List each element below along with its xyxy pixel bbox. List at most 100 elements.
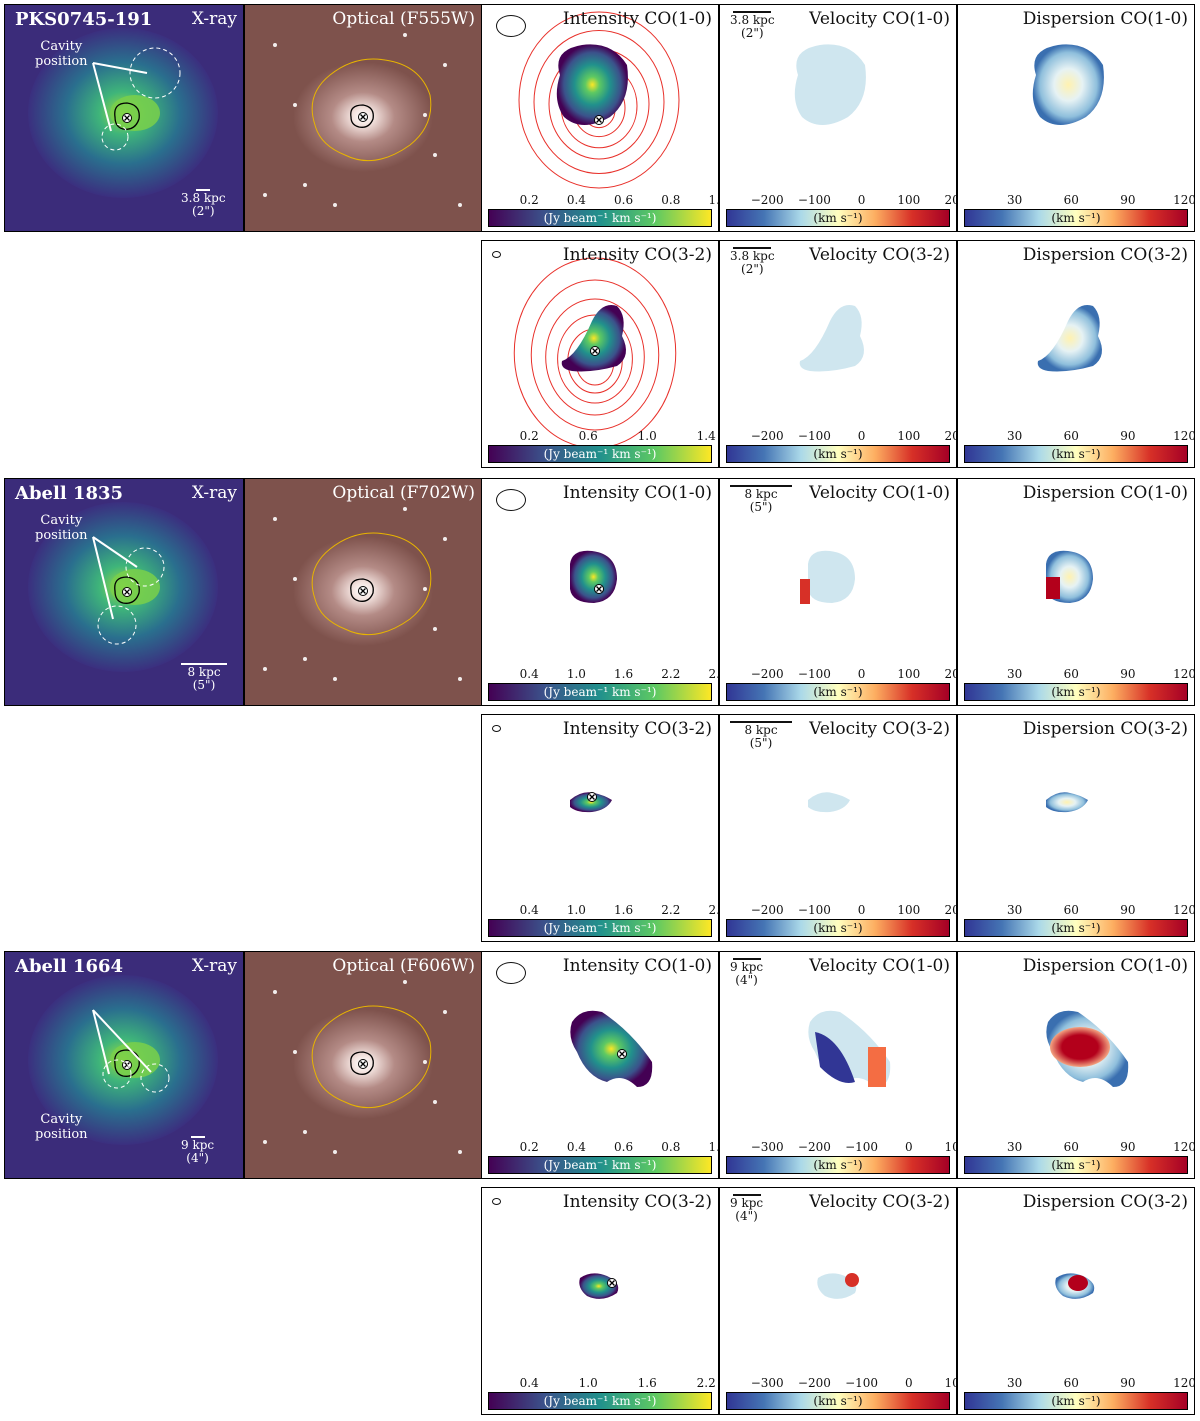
star <box>423 1060 427 1064</box>
colorbar-tick-label: 120 <box>1173 903 1195 917</box>
radio-contour <box>350 104 374 128</box>
colorbar-label: (Jy beam⁻¹ km s⁻¹) <box>543 685 657 699</box>
colorbar-label: (km s⁻¹) <box>813 211 863 225</box>
colorbar-tick-label: −200 <box>750 429 784 443</box>
star <box>458 203 462 207</box>
beam-ellipse <box>492 1198 501 1205</box>
intensity-title: Intensity CO(1-0) <box>562 956 712 976</box>
xray-overlay-contour <box>545 298 645 416</box>
colorbar-tick-label: 30 <box>1006 193 1023 207</box>
colorbar-tick-label: 90 <box>1120 193 1136 207</box>
bcg-centre-marker <box>594 584 604 594</box>
colorbar: (km s⁻¹) <box>726 1392 950 1410</box>
colorbar-tick-label: 0.4 <box>566 193 586 207</box>
colorbar-label: (km s⁻¹) <box>813 447 863 461</box>
colorbar-label: (Jy beam⁻¹ km s⁻¹) <box>543 447 657 461</box>
beam-ellipse <box>496 962 526 984</box>
velocity-panel-co10: Velocity CO(1-0) 8 kpc (5") −200 −100 0 100 20… <box>719 478 957 706</box>
star <box>293 103 297 107</box>
colorbar-tick-label: 0.6 <box>614 193 634 207</box>
dispersion-title: Dispersion CO(1-0) <box>1022 956 1188 976</box>
colorbar-tick-label: 1.0 <box>708 193 718 207</box>
colorbar-label: (km s⁻¹) <box>813 1394 863 1408</box>
object-name: Abell 1664 <box>15 956 124 977</box>
cavity-position-label: Cavity position <box>35 1112 88 1142</box>
bcg-centre-marker <box>594 115 604 125</box>
colorbar: (Jy beam⁻¹ km s⁻¹) <box>488 209 712 227</box>
velocity-title: Velocity CO(1-0) <box>809 956 950 976</box>
colorbar-tick-label: 2.2 <box>661 667 681 681</box>
scale-bar: 8 kpc (5") <box>730 721 792 750</box>
colorbar: (km s⁻¹) <box>964 1156 1188 1174</box>
colorbar: (km s⁻¹) <box>964 445 1188 463</box>
colorbar-tick-label: −300 <box>750 1376 784 1390</box>
xray-overlay-contour <box>557 314 633 404</box>
xray-overlay-contour <box>530 279 660 431</box>
colorbar-tick-label: 200 <box>944 903 956 917</box>
radio-contour <box>114 102 140 130</box>
bcg-centre-marker <box>590 346 600 356</box>
colorbar-tick-label: 120 <box>1173 667 1195 681</box>
star <box>293 1050 297 1054</box>
intensity-title: Intensity CO(1-0) <box>562 483 712 503</box>
colorbar-tick-label: 100 <box>944 1376 956 1390</box>
colorbar-tick-label: 0.4 <box>519 1376 539 1390</box>
scale-bar: 3.8 kpc (2") <box>730 247 775 276</box>
radio-contour <box>114 576 140 604</box>
colorbar-label: (km s⁻¹) <box>1051 1394 1101 1408</box>
optical-label: Optical (F702W) <box>332 483 475 503</box>
scale-bar-label: 8 kpc (5") <box>744 723 778 750</box>
colorbar-tick-label: 200 <box>944 429 956 443</box>
colorbar-tick-label: −300 <box>750 1140 784 1154</box>
colorbar-tick-label: 1.0 <box>566 903 586 917</box>
bcg-centre-marker <box>587 792 597 802</box>
scale-bar-line <box>730 485 792 487</box>
colorbar-tick-label: 120 <box>1173 193 1195 207</box>
cavity-position-label: Cavity position <box>35 39 88 69</box>
xray-panel: Abell 1835 X-ray Cavity position 8 kpc (5") <box>4 478 244 706</box>
velocity-panel-co10: Velocity CO(1-0) 3.8 kpc (2") −200 −100 0 100… <box>719 4 957 232</box>
star <box>333 677 337 681</box>
velocity-panel-co32: Velocity CO(3-2) 3.8 kpc (2") −200 −100 0 100… <box>719 240 957 468</box>
halpha-contour <box>311 58 432 162</box>
scale-bar: 9 kpc (4") <box>730 1194 763 1223</box>
colorbar-tick-label: 0.2 <box>519 429 539 443</box>
star <box>273 517 277 521</box>
colorbar-tick-label: 0.8 <box>661 193 681 207</box>
star <box>263 667 267 671</box>
star <box>403 507 407 511</box>
intensity-title: Intensity CO(3-2) <box>562 719 712 739</box>
colorbar-tick-label: 1.6 <box>637 1376 657 1390</box>
bcg-centre-marker <box>122 113 132 123</box>
colorbar-tick-label: 60 <box>1063 429 1079 443</box>
star <box>403 980 407 984</box>
colorbar-tick-label: 0 <box>857 903 866 917</box>
star <box>263 193 267 197</box>
colorbar-tick-label: 30 <box>1006 903 1023 917</box>
intensity-panel-co10: Intensity CO(1-0) 0.2 0.4 0.6 0.8 1.0 (Jy beam… <box>481 951 719 1179</box>
intensity-title: Intensity CO(1-0) <box>562 9 712 29</box>
dispersion-title: Dispersion CO(1-0) <box>1022 483 1188 503</box>
star <box>458 677 462 681</box>
colorbar: (km s⁻¹) <box>964 209 1188 227</box>
co-dispersion-map <box>1046 792 1088 813</box>
scale-bar: 8 kpc (5") <box>730 485 792 514</box>
velocity-title: Velocity CO(3-2) <box>809 719 950 739</box>
dispersion-title: Dispersion CO(3-2) <box>1022 1192 1188 1212</box>
cavity-position-label: Cavity position <box>35 513 88 543</box>
colorbar-label: (Jy beam⁻¹ km s⁻¹) <box>543 1158 657 1172</box>
colorbar-tick-label: 1.0 <box>578 1376 598 1390</box>
star <box>293 577 297 581</box>
colorbar-tick-label: 0.6 <box>578 429 598 443</box>
colorbar-tick-label: 0.4 <box>519 667 539 681</box>
colorbar-tick-label: 0 <box>857 193 866 207</box>
dispersion-panel-co32: Dispersion CO(3-2) 30 60 90 120 (km s⁻¹) <box>957 240 1195 468</box>
colorbar-label: (km s⁻¹) <box>813 1158 863 1172</box>
dispersion-panel-co10: Dispersion CO(1-0) 30 60 90 120 (km s⁻¹) <box>957 951 1195 1179</box>
scale-bar-line <box>190 1136 205 1138</box>
star <box>403 33 407 37</box>
intensity-panel-co10: Intensity CO(1-0) 0.2 0.4 0.6 0.8 1.0 (Jy beam… <box>481 4 719 232</box>
colorbar-tick-label: 90 <box>1120 903 1136 917</box>
velocity-title: Velocity CO(1-0) <box>809 9 950 29</box>
colorbar-tick-label: 1.6 <box>614 667 634 681</box>
